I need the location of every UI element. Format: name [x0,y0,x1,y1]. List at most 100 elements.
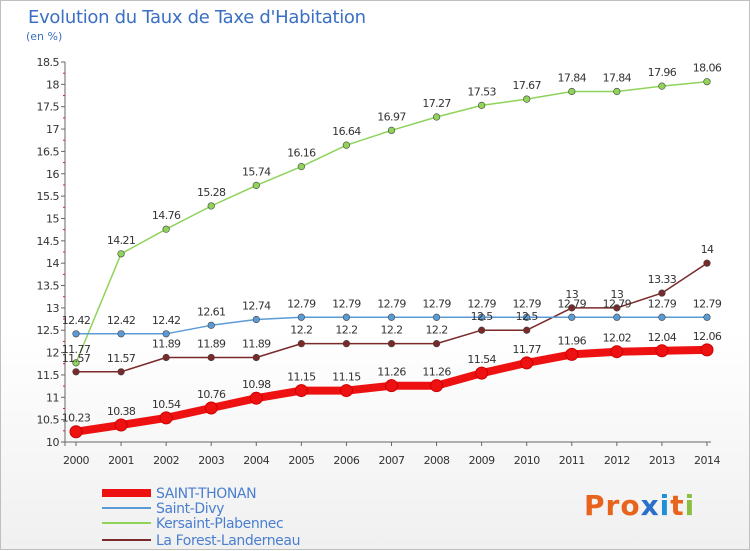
logo-letter: x [640,489,660,522]
data-point [162,353,170,362]
data-point [703,78,711,86]
data-label: 12.42 [152,314,181,327]
data-label: 12.79 [693,297,722,310]
data-label: 12.79 [603,297,632,310]
y-tick-label: 12.5 [37,324,60,337]
data-point [297,340,305,348]
data-point [703,259,711,267]
data-label: 16.16 [287,147,316,160]
data-label: 11.15 [332,371,361,384]
data-point [252,353,260,362]
data-point [207,202,215,210]
data-point [610,345,624,359]
data-label: 17.67 [512,79,541,92]
x-tick-label: 2003 [198,454,224,467]
data-point [207,353,215,362]
data-label: 12.2 [380,324,402,337]
data-label: 17.84 [558,72,587,85]
x-tick-label: 2009 [469,454,495,467]
data-label: 15.28 [197,186,226,199]
data-point [72,359,80,367]
data-label: 11.26 [377,366,406,379]
data-point [387,313,396,321]
x-tick-label: 2002 [153,454,179,467]
data-point [432,340,441,348]
y-tick-label: 13.5 [37,280,60,293]
data-point [342,340,351,348]
y-tick-label: 10 [46,436,59,449]
logo-letter: o [620,489,641,522]
x-tick-label: 2013 [649,454,675,467]
legend-label: SAINT-THONAN [156,486,256,502]
data-point [387,126,396,134]
data-label: 12.2 [290,324,312,337]
data-point [520,356,534,370]
data-point [117,330,125,338]
x-tick-label: 2008 [424,454,450,467]
data-label: 16.97 [377,110,406,123]
data-point [252,181,260,189]
logo-letter: r [605,489,621,522]
y-tick-label: 14 [46,257,59,270]
data-point [613,313,621,321]
data-label: 11.96 [558,334,587,347]
data-label: 14.21 [107,234,136,247]
data-point [613,87,621,96]
data-label: 15.74 [242,165,271,178]
data-label: 11.89 [152,338,181,351]
data-point [162,225,170,233]
data-point [385,379,398,393]
x-tick-label: 2005 [288,454,314,467]
data-point [658,313,666,321]
data-label: 12.5 [516,310,539,323]
x-tick-label: 2001 [108,454,134,467]
data-point [159,411,173,425]
data-point [207,321,215,329]
data-label: 12.79 [558,297,587,310]
data-label: 10.38 [107,405,136,418]
data-label: 11.26 [422,366,451,379]
data-label: 12.02 [603,332,632,345]
logo-letter: i [684,489,696,522]
y-tick-label: 10.5 [37,414,60,427]
data-point [252,315,260,324]
data-point [568,313,576,321]
data-label: 10.23 [62,412,91,425]
y-tick-label: 15 [46,212,59,225]
x-tick-label: 2014 [694,454,720,467]
data-point [523,313,531,321]
data-point [339,384,353,398]
data-point [294,384,308,398]
data-label: 12.79 [377,297,406,310]
data-label: 11.57 [107,352,136,365]
data-label: 17.96 [648,66,677,79]
data-label: 12.61 [197,305,226,318]
data-point [342,313,351,321]
data-label: 17.27 [422,97,451,110]
data-label: 12.74 [242,300,271,313]
data-point [478,326,486,334]
proxiti-logo: Proxiti [584,489,695,522]
data-point [655,344,669,358]
data-point [72,330,80,338]
data-point [117,250,125,258]
data-point [342,141,351,149]
data-point [432,313,441,321]
data-point [478,101,486,109]
x-tick-label: 2012 [604,454,630,467]
y-tick-label: 18.5 [37,56,60,69]
data-point [613,304,621,312]
x-tick-label: 2010 [514,454,540,467]
y-tick-label: 18 [46,78,59,91]
data-point [432,113,441,121]
data-label: 16.64 [332,125,361,138]
data-point [523,326,531,334]
legend-label: Saint-Divy [156,501,224,517]
data-point [117,368,125,376]
y-tick-label: 11.5 [37,369,60,382]
y-tick-label: 13 [46,302,59,315]
y-tick-label: 16.5 [37,145,60,158]
data-label: 11.15 [287,371,316,384]
data-point [700,343,714,357]
data-point [703,313,711,321]
